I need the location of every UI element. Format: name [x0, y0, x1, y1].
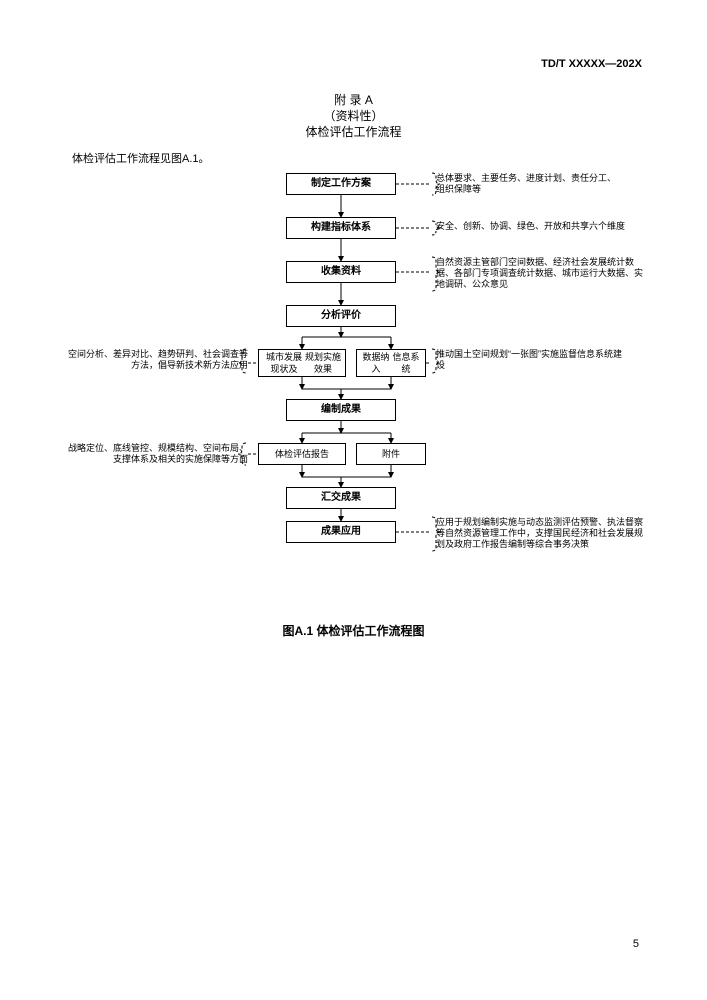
figure-caption: 图A.1 体检评估工作流程图 [0, 622, 707, 639]
flowchart: 制定工作方案构建指标体系收集资料分析评价城市发展现状及规划实施效果数据纳入信息系… [0, 165, 707, 645]
flow-node-n5a: 城市发展现状及规划实施效果 [258, 349, 346, 377]
appendix-line3: 体检评估工作流程 [0, 124, 707, 140]
flow-node-n7b: 附件 [356, 443, 426, 465]
page-number: 5 [633, 938, 639, 950]
flow-node-n1: 制定工作方案 [286, 173, 396, 195]
annotation-1: 安全、创新、协调、绿色、开放和共享六个维度 [436, 221, 636, 232]
annotation-3: 空间分析、差异对比、趋势研判、社会调查等方法，倡导新技术新方法应用 [62, 349, 248, 371]
flow-node-n4: 分析评价 [286, 305, 396, 327]
annotation-2: 自然资源主管部门空间数据、经济社会发展统计数据、各部门专项调查统计数据、城市运行… [436, 257, 646, 290]
flow-node-n2: 构建指标体系 [286, 217, 396, 239]
flow-node-n6: 编制成果 [286, 399, 396, 421]
annotation-5: 战略定位、底线管控、规模结构、空间布局、支撑体系及相关的实施保障等方面 [62, 443, 248, 465]
appendix-header: 附 录 A （资料性） 体检评估工作流程 [0, 92, 707, 140]
appendix-line2: （资料性） [0, 108, 707, 124]
flow-node-n7a: 体检评估报告 [258, 443, 346, 465]
flow-node-n9: 成果应用 [286, 521, 396, 543]
flow-node-n5b: 数据纳入信息系统 [356, 349, 426, 377]
intro-text: 体检评估工作流程见图A.1。 [72, 150, 210, 166]
annotation-4: 推动国土空间规划“一张图”实施监督信息系统建设 [436, 349, 626, 371]
flow-node-n8: 汇交成果 [286, 487, 396, 509]
annotation-0: 总体要求、主要任务、进度计划、责任分工、组织保障等 [436, 173, 616, 195]
appendix-line1: 附 录 A [0, 92, 707, 108]
annotation-6: 应用于规划编制实施与动态监测评估预警、执法督察等自然资源管理工作中，支撑国民经济… [436, 517, 646, 550]
flow-node-n3: 收集资料 [286, 261, 396, 283]
doc-code: TD/T XXXXX—202X [541, 58, 642, 70]
